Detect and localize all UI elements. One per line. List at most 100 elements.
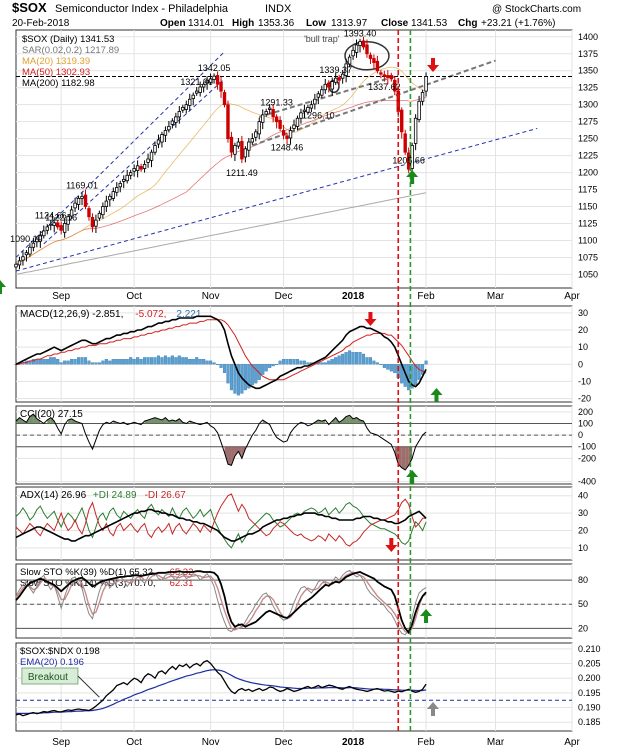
price-annotation: 1211.49 — [226, 168, 258, 178]
macd-hist-bar — [52, 357, 56, 365]
candle-body — [188, 98, 192, 106]
macd-hist-bar — [271, 364, 275, 367]
y-tick-label: -10 — [578, 376, 591, 386]
candle-body — [62, 223, 67, 233]
macd-hist-bar — [358, 352, 362, 365]
panel-frame — [15, 642, 573, 732]
candle-body — [337, 77, 341, 81]
cci-fill — [401, 446, 406, 471]
candle-body — [76, 197, 81, 205]
y-tick-label: 0.190 — [578, 703, 601, 713]
macd-hist-bar — [108, 360, 112, 365]
macd-hist-bar — [212, 362, 216, 365]
macd-hist-bar — [139, 358, 143, 365]
cci-fill — [321, 419, 326, 424]
cci-fill — [168, 419, 173, 424]
candle-body — [267, 107, 272, 110]
x-tick-label: 2018 — [342, 291, 365, 302]
macd-hist-bar — [247, 364, 251, 389]
y-tick-label: 1225 — [578, 151, 598, 161]
candle-body — [236, 141, 241, 147]
candle-body — [250, 138, 254, 143]
adx-line — [15, 508, 427, 542]
candle-body — [361, 40, 366, 48]
candle-body — [31, 242, 36, 248]
macd-hist-bar — [198, 358, 202, 365]
macd-hist-bar — [229, 364, 234, 391]
macd-hist-bar — [83, 357, 88, 365]
candle-body — [299, 112, 303, 119]
candle-body — [222, 92, 227, 106]
cci-fill — [360, 419, 364, 424]
candle-body — [73, 202, 77, 209]
candle-body — [240, 140, 244, 160]
candle-body — [351, 49, 355, 57]
macd-hist-bar — [170, 355, 174, 365]
y-tick-label: -400 — [578, 477, 596, 487]
macd-hist-bar — [132, 358, 136, 365]
macd-hist-bar — [264, 364, 268, 372]
y-tick-label: 0.185 — [578, 717, 601, 727]
macd-hist-bar — [31, 358, 35, 365]
macd-hist-bar — [45, 358, 49, 365]
macd-hist-bar — [125, 358, 129, 365]
macd-hist-bar — [143, 357, 147, 365]
panel-frame — [15, 29, 573, 289]
macd-hist-bar — [122, 358, 126, 365]
cci-fill — [36, 418, 41, 424]
candle-body — [420, 92, 425, 102]
close-value: 1341.53 — [411, 18, 448, 29]
price-annotation: 1342.05 — [198, 63, 231, 73]
candle-body — [174, 116, 178, 123]
y-tick-label: 10 — [578, 543, 588, 553]
candle-body — [184, 104, 188, 110]
trend-channel-mid — [43, 78, 225, 245]
macd-hist-bar — [414, 364, 418, 386]
candle-body — [261, 114, 265, 123]
green-arrow-up-icon — [0, 280, 6, 294]
price-annotation: 1321.90 — [180, 77, 213, 87]
candle-body — [122, 178, 126, 182]
y-tick-label: 1350 — [578, 66, 598, 76]
legend-entry: $SOX:$NDX 0.198 — [20, 646, 100, 657]
red-arrow-down-icon — [427, 58, 439, 72]
y-tick-label: 0 — [578, 359, 583, 369]
macd-hist-bar — [195, 357, 199, 365]
y-tick-label: 200 — [578, 407, 593, 417]
legend-entry: ADX(14) 26.96 — [20, 490, 87, 501]
macd-hist-bar — [181, 357, 185, 365]
candle-body — [194, 90, 199, 94]
y-tick-label: 0.210 — [578, 644, 601, 654]
candle-body — [382, 74, 387, 77]
y-tick-label: 30 — [578, 508, 588, 518]
cci-fill — [227, 446, 232, 466]
macd-hist-bar — [302, 360, 306, 365]
price-annotation: 1296.10 — [302, 110, 335, 120]
candle-body — [389, 75, 393, 80]
candle-body — [309, 104, 314, 109]
legend-entry: MACD(12,26,9) -2.851, — [20, 309, 123, 320]
y-tick-label: 0.195 — [578, 688, 601, 698]
macd-hist-bar — [209, 360, 213, 365]
candle-body — [424, 76, 428, 92]
candle-body — [135, 165, 140, 171]
macd-hist-bar — [73, 358, 77, 365]
macd-hist-bar — [49, 357, 53, 365]
legend-entry: MA(200) 1182.98 — [22, 78, 95, 89]
macd-hist-bar — [177, 355, 181, 365]
macd-hist-bar — [94, 362, 98, 365]
x-tick-label: Oct — [126, 291, 142, 302]
macd-hist-bar — [393, 364, 397, 374]
macd-hist-bar — [63, 360, 67, 365]
candle-body — [347, 56, 352, 65]
macd-hist-bar — [70, 358, 74, 365]
y-tick-label: 40 — [578, 491, 588, 501]
candle-body — [400, 109, 404, 133]
price-annotation: 'bull trap' — [304, 34, 340, 44]
macd-hist-bar — [56, 358, 60, 365]
candle-body — [132, 168, 136, 172]
chg-value: +23.21 (+1.76%) — [481, 18, 556, 29]
macd-hist-bar — [111, 358, 115, 365]
candle-body — [191, 94, 195, 99]
cci-fill — [353, 417, 357, 424]
